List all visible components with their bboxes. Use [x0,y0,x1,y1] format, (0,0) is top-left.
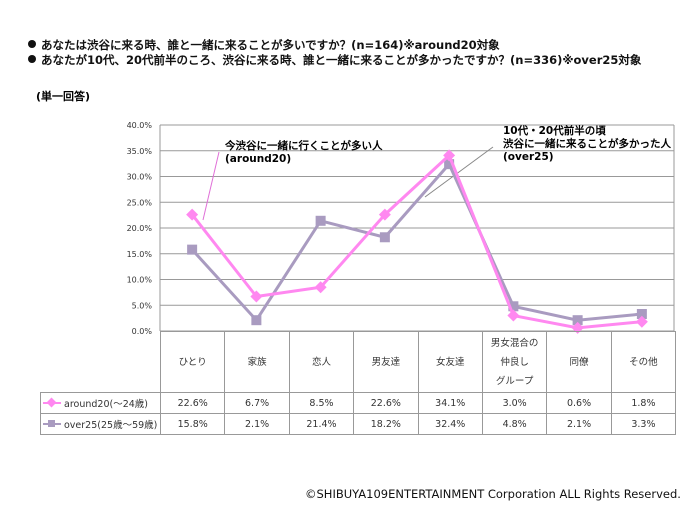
data-cell: 4.8% [481,413,548,435]
annotation-line: 渋谷に一緒に来ることが多かった人 [503,138,671,150]
diamond-marker [250,290,263,303]
data-cell: 1.8% [610,392,677,414]
category-label-line: 仲良し [500,356,529,368]
diamond-marker [507,309,520,322]
y-tick-label: 30.0% [127,173,153,182]
bullet-icon [28,40,36,48]
category-label: 同僚 [546,331,612,393]
y-tick-label: 10.0% [127,276,153,285]
legend-over25: over25(25歳〜59歳) [40,413,161,435]
y-tick-label: 20.0% [127,224,153,233]
annotation-leader [424,146,494,198]
category-label-line: その他 [629,356,658,368]
square-marker [187,244,198,255]
y-tick-label: 25.0% [127,198,153,207]
category-label: 男友達 [353,331,419,393]
series-line-1 [191,161,643,323]
square-marker [508,301,519,312]
copyright: ©SHIBUYA109ENTERTAINMENT Corporation ALL… [305,487,681,501]
category-label-line: 男友達 [371,356,401,368]
annotation-leader [202,151,220,221]
category-label: その他 [610,331,677,393]
table-row: around20(〜24歳) 22.6% 6.7% 8.5% 22.6% 34.1% 3.0… [40,392,677,414]
series-line-0 [190,152,643,330]
square-marker [572,315,583,326]
annotation-around20: 今渋谷に一緒に行くことが多い人 (around20) [225,140,383,166]
category-label: 恋人 [288,331,355,393]
diamond-marker-icon [43,397,61,408]
annotation-line: (around20) [225,153,292,165]
data-cell: 2.1% [224,413,290,435]
data-cell: 21.4% [288,413,355,435]
category-label: ひとり [159,331,226,393]
y-tick-label: 35.0% [127,147,153,156]
y-tick-label: 40.0% [127,121,153,130]
category-label-line: グループ [495,375,534,387]
diamond-marker [635,315,648,328]
data-table: ひとり 家族 恋人 男友達 女友達 男女混合の仲良しグループ 同僚 その他 around20(… [40,331,677,435]
category-label-line: 男女混合の [490,337,539,349]
data-cell: 2.1% [546,413,612,435]
square-marker [444,159,455,170]
diamond-marker [186,208,199,221]
square-marker [315,215,326,226]
question-1-text: あなたは渋谷に来る時、誰と一緒に来ることが多いですか？(n=164)※aroun… [41,38,500,52]
data-cell: 0.6% [546,392,612,414]
bullet-icon [28,55,36,63]
annotation-line: 10代・20代前半の頃 [503,125,606,137]
category-label-line: 同僚 [569,356,589,368]
diamond-marker [314,281,327,294]
y-tick-label: 5.0% [132,301,153,310]
data-cell: 22.6% [353,392,419,414]
data-cell: 34.1% [417,392,483,414]
question-2: あなたが10代、20代前半のころ、渋谷に来る時、誰と一緒に来ることが多かったです… [28,52,641,68]
diamond-marker [378,208,391,221]
legend-blank [40,331,161,393]
square-marker [251,315,262,326]
annotation-line: (over25) [503,151,554,163]
category-label-line: 恋人 [311,356,331,368]
annotation-over25: 10代・20代前半の頃 渋谷に一緒に来ることが多かった人 (over25) [503,125,671,164]
diamond-marker [443,149,456,162]
category-label: 男女混合の仲良しグループ [481,331,548,393]
data-cell: 15.8% [159,413,226,435]
category-label: 家族 [224,331,290,393]
data-cell: 3.0% [481,392,548,414]
legend-around20: around20(〜24歳) [40,392,161,414]
data-cell: 22.6% [159,392,226,414]
data-cell: 6.7% [224,392,290,414]
category-label-line: 女友達 [436,356,465,368]
category-label: 女友達 [417,331,483,393]
data-cell: 18.2% [353,413,419,435]
question-1: あなたは渋谷に来る時、誰と一緒に来ることが多いですか？(n=164)※aroun… [28,37,500,53]
data-cell: 32.4% [417,413,483,435]
y-tick-label: 15.0% [127,250,153,259]
category-label-line: ひとり [178,356,207,368]
series-name: over25(25歳〜59歳) [64,420,158,431]
data-cell: 3.3% [610,413,677,435]
series-name: around20(〜24歳) [64,399,148,410]
data-cell: 8.5% [288,392,355,414]
square-marker [379,232,390,243]
annotation-line: 今渋谷に一緒に行くことが多い人 [225,140,383,152]
square-marker-icon [43,420,61,427]
table-row: over25(25歳〜59歳) 15.8% 2.1% 21.4% 18.2% 32.4% 4… [40,413,677,435]
diamond-marker [571,321,584,334]
answer-type: (単一回答) [36,90,91,103]
question-2-text: あなたが10代、20代前半のころ、渋谷に来る時、誰と一緒に来ることが多かったです… [41,53,642,67]
square-marker [636,309,647,320]
table-header-row: ひとり 家族 恋人 男友達 女友達 男女混合の仲良しグループ 同僚 その他 [40,331,677,393]
category-label-line: 家族 [247,356,267,368]
